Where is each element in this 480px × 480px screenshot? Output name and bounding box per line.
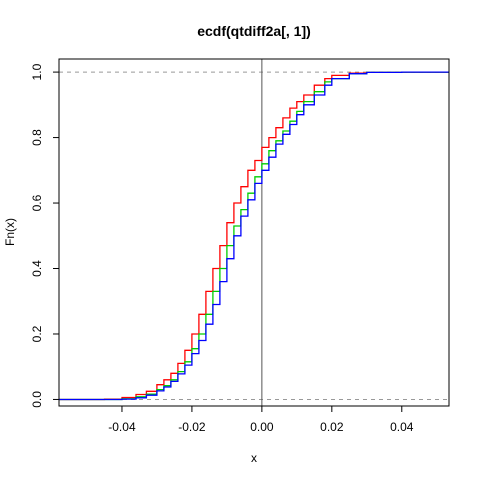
x-tick-label: 0.02	[320, 420, 344, 434]
x-tick-label: 0.00	[250, 420, 274, 434]
x-tick-label: 0.04	[390, 420, 414, 434]
x-tick-label: -0.04	[108, 420, 136, 434]
y-tick-label: 0.2	[30, 325, 44, 342]
y-tick-label: 1.0	[30, 63, 44, 80]
x-axis: -0.04 -0.02 0.00 0.02 0.04	[108, 406, 414, 434]
series-group	[59, 71, 449, 401]
series-line-1	[59, 71, 449, 401]
y-axis: 0.0 0.2 0.4 0.6 0.8 1.0	[30, 63, 59, 408]
y-tick-label: 0.6	[30, 194, 44, 211]
series-line-3	[59, 71, 449, 401]
y-tick-label: 0.4	[30, 260, 44, 277]
y-tick-label: 0.0	[30, 391, 44, 408]
reference-lines	[59, 59, 449, 406]
y-axis-label: Fn(x)	[3, 218, 17, 246]
x-tick-label: -0.02	[178, 420, 206, 434]
y-tick-label: 0.8	[30, 129, 44, 146]
series-line-2	[59, 71, 449, 401]
plot-box	[58, 58, 450, 407]
x-axis-label: x	[251, 451, 257, 465]
chart-title: ecdf(qtdiff2a[, 1])	[197, 23, 311, 39]
